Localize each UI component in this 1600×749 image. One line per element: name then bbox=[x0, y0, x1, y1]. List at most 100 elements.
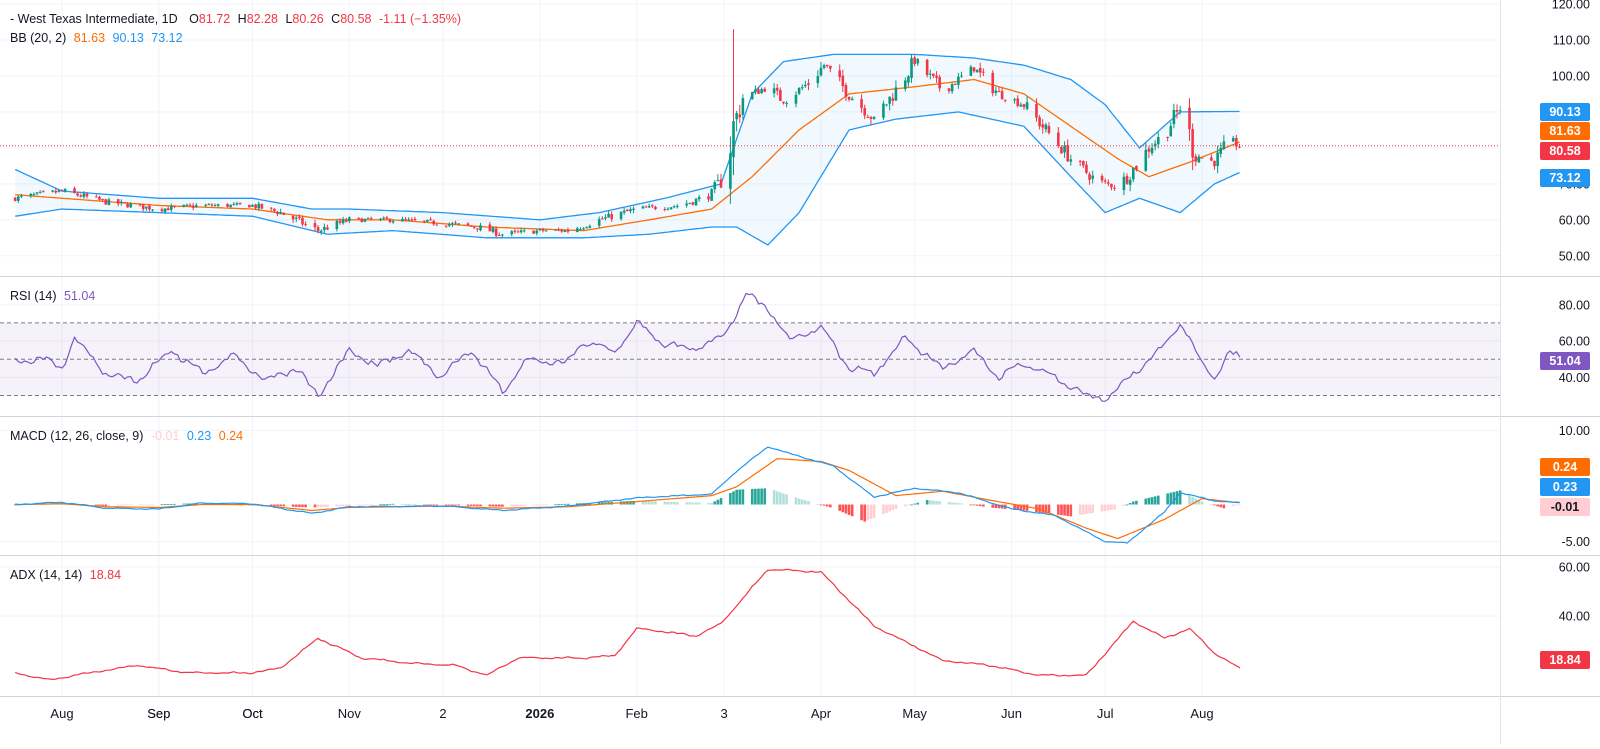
candle-body bbox=[469, 225, 473, 227]
histogram-bar bbox=[688, 502, 692, 505]
candle-body bbox=[63, 189, 67, 192]
price-axis-label: 100.00 bbox=[1552, 69, 1590, 83]
histogram-bar bbox=[710, 503, 713, 505]
candle bbox=[182, 204, 186, 208]
candle-body bbox=[216, 204, 220, 206]
candle-body bbox=[379, 218, 382, 220]
candle bbox=[691, 201, 695, 206]
histogram-bar bbox=[447, 504, 451, 506]
candle bbox=[435, 223, 439, 226]
histogram-bar bbox=[975, 504, 979, 506]
candle-body bbox=[1188, 107, 1191, 130]
candle bbox=[379, 217, 382, 222]
candle bbox=[797, 87, 801, 96]
candle bbox=[844, 82, 848, 102]
histogram-bar bbox=[663, 501, 667, 505]
time-axis-label: Aug bbox=[1190, 706, 1213, 721]
candle-body bbox=[444, 225, 448, 227]
candle bbox=[360, 217, 364, 223]
histogram-bar bbox=[472, 504, 476, 506]
bb-legend-name[interactable]: BB (20, 2) bbox=[10, 31, 67, 45]
candle-body bbox=[1194, 156, 1198, 162]
candle-body bbox=[1019, 104, 1023, 107]
histogram-bar bbox=[1172, 491, 1176, 505]
candle-body bbox=[860, 99, 863, 108]
candle bbox=[522, 228, 526, 233]
candle-body bbox=[610, 214, 613, 220]
candle bbox=[713, 180, 717, 194]
candle-body bbox=[276, 211, 279, 215]
candle bbox=[1063, 141, 1066, 158]
candle bbox=[719, 173, 723, 189]
rsi-legend-name[interactable]: RSI (14) bbox=[10, 289, 57, 303]
candle bbox=[544, 229, 548, 232]
high-label: H bbox=[237, 12, 247, 26]
rsi-line bbox=[14, 292, 1241, 402]
candle bbox=[326, 224, 329, 230]
histogram-bar bbox=[1153, 496, 1157, 505]
histogram-bar bbox=[1238, 504, 1241, 506]
adx-legend-name[interactable]: ADX (14, 14) bbox=[10, 568, 83, 582]
histogram-bar bbox=[863, 504, 866, 522]
symbol-title[interactable]: - West Texas Intermediate, 1D bbox=[10, 12, 178, 26]
candle-body bbox=[800, 87, 804, 89]
histogram-bar bbox=[903, 504, 907, 507]
histogram-bar bbox=[1107, 504, 1110, 511]
candle bbox=[953, 83, 957, 86]
candle-body bbox=[632, 208, 635, 211]
candle bbox=[95, 194, 98, 198]
time-axis-label: Oct bbox=[242, 706, 263, 721]
candle-body bbox=[1166, 137, 1169, 139]
time-axis-label: Nov bbox=[338, 706, 362, 721]
candle-body bbox=[1213, 160, 1216, 167]
histogram-bar bbox=[291, 504, 295, 507]
histogram-bar bbox=[516, 504, 520, 507]
candle-body bbox=[385, 217, 389, 219]
candle-body bbox=[1169, 126, 1173, 137]
time-axis-label: 2 bbox=[439, 706, 446, 721]
candle-body bbox=[304, 223, 307, 225]
bb-legend: BB (20, 2) 81.63 90.13 73.12 bbox=[10, 30, 187, 46]
candle-body bbox=[501, 234, 504, 236]
candle bbox=[204, 203, 207, 207]
candle-body bbox=[51, 190, 54, 192]
candle bbox=[116, 198, 120, 207]
candle bbox=[663, 207, 667, 212]
candle bbox=[885, 104, 888, 107]
candle bbox=[841, 69, 845, 92]
macd-legend-name[interactable]: MACD (12, 26, close, 9) bbox=[10, 429, 144, 443]
candle bbox=[566, 227, 570, 234]
candle-body bbox=[1144, 149, 1148, 171]
time-axis-label: Feb bbox=[625, 706, 647, 721]
candle bbox=[585, 226, 589, 229]
candle bbox=[1069, 154, 1073, 166]
candle-body bbox=[754, 89, 757, 93]
histogram-bar bbox=[454, 504, 457, 506]
histogram-bar bbox=[644, 501, 648, 505]
candle bbox=[1044, 122, 1048, 133]
histogram-bar bbox=[1088, 504, 1091, 514]
bb-lower-tag: 73.12 bbox=[1540, 169, 1590, 187]
candle bbox=[641, 205, 645, 209]
candle bbox=[772, 83, 776, 98]
candle bbox=[216, 203, 220, 207]
candle bbox=[735, 110, 738, 132]
histogram-bar bbox=[647, 501, 651, 505]
candle-body bbox=[404, 218, 407, 220]
candle bbox=[160, 207, 164, 213]
candle-body bbox=[1178, 110, 1182, 112]
candle-body bbox=[557, 229, 560, 231]
candle bbox=[1131, 167, 1135, 183]
candle-body bbox=[838, 70, 841, 78]
histogram-bar bbox=[838, 504, 841, 511]
candle-body bbox=[1000, 91, 1004, 100]
histogram-bar bbox=[476, 504, 479, 507]
candle bbox=[972, 67, 976, 73]
histogram-bar bbox=[541, 504, 545, 506]
candle bbox=[654, 205, 657, 211]
histogram-bar bbox=[1041, 504, 1045, 513]
time-axis-label: Jun bbox=[1001, 706, 1022, 721]
candle bbox=[1147, 145, 1151, 159]
candle-body bbox=[1125, 175, 1129, 184]
